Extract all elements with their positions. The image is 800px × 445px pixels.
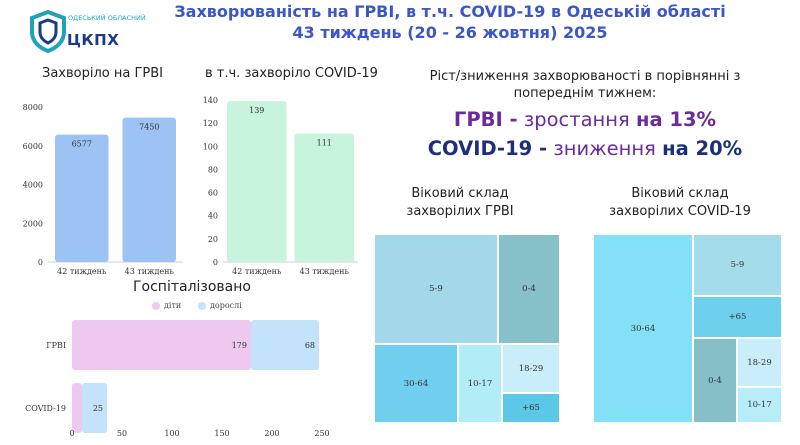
hospitalized-xtick-label: 100 (164, 429, 179, 438)
treemap-grvi-cell-65: +65 (502, 393, 560, 423)
treemap-covid-cell-0-4: 0-4 (693, 338, 737, 423)
hospitalized-xtick-label: 150 (214, 429, 229, 438)
treemap-grvi-cell-18-29: 18-29 (502, 344, 560, 393)
logo-org-name: ОДЕСЬКИЙ ОБЛАСНИЙ (68, 14, 146, 22)
covid-chart-title: в т.ч. захворіло COVID-19 (205, 66, 378, 81)
covid-chart-bar (227, 101, 287, 263)
covid-chart-ytick-label: 0 (213, 258, 218, 267)
trend-covid-amount: на 20% (662, 137, 743, 160)
hospitalized-xtick-label: 200 (264, 429, 279, 438)
treemap-grvi-title-line2: захворілих ГРВІ (406, 204, 514, 219)
grvi-chart-xtick-label: 42 тиждень (57, 267, 107, 276)
grvi-chart-ytick-label: 4000 (23, 181, 43, 190)
hospitalized-title: Госпіталізовано (133, 279, 251, 295)
hospitalized-data-label: 179 (232, 341, 247, 350)
covid-chart-data-label: 111 (317, 139, 332, 148)
legend-children-swatch (152, 301, 160, 310)
covid-chart-xtick-label: 43 тиждень (300, 267, 350, 276)
treemap-grvi-cell-0-4: 0-4 (498, 234, 560, 344)
logo-name: ЦКПХ (67, 31, 120, 49)
legend-adults-swatch (198, 301, 206, 310)
page-subtitle: 43 тиждень (20 - 26 жовтня) 2025 (292, 23, 608, 42)
treemap-covid-title-line1: Віковий склад (631, 186, 729, 201)
trend-subtitle-line2: попереднім тижнем: (513, 86, 657, 101)
grvi-chart-title: Захворіло на ГРВІ (42, 66, 163, 81)
trend-covid-direction: зниження (553, 137, 656, 160)
grvi-chart-ytick-label: 8000 (23, 103, 43, 112)
hospitalized-xtick-label: 0 (69, 429, 74, 438)
trend-subtitle-line1: Ріст/зниження захворюваності в порівнянн… (429, 69, 741, 84)
treemap-grvi-cell-5-9: 5-9 (374, 234, 498, 344)
legend-children-label: діти (164, 301, 182, 310)
grvi-chart-ytick-label: 0 (38, 258, 43, 267)
grvi-chart-bar (55, 134, 109, 262)
trend-covid: COVID-19 - зниження на 20% (395, 137, 775, 160)
covid-chart-ytick-label: 100 (203, 142, 218, 151)
treemap-covid-cell-10-17: 10-17 (737, 387, 782, 423)
covid-chart-ytick-label: 60 (208, 189, 218, 198)
treemap-covid-title-line2: захворілих COVID-19 (609, 204, 751, 219)
page-title: Захворюваність на ГРВІ, в т.ч. COVID-19 … (174, 2, 726, 21)
trend-grvi: ГРВІ - зростання на 13% (395, 108, 775, 131)
treemap-grvi-title-line1: Віковий склад (411, 186, 509, 201)
grvi-chart-ytick-label: 6000 (23, 142, 43, 151)
hospitalized-xtick-label: 250 (314, 429, 329, 438)
grvi-chart-data-label: 7450 (139, 123, 159, 132)
grvi-chart-data-label: 6577 (72, 140, 92, 149)
covid-chart-bar (294, 133, 354, 262)
grvi-chart-bar (122, 117, 176, 262)
trend-grvi-direction: зростання (523, 108, 630, 131)
hospitalized-category-label: COVID-19 (25, 404, 66, 413)
trend-grvi-label: ГРВІ - (453, 108, 518, 131)
covid-chart-ytick-label: 120 (203, 119, 218, 128)
treemap-covid-cell-18-29: 18-29 (737, 338, 782, 387)
grvi-chart-xtick-label: 43 тиждень (125, 267, 175, 276)
legend-adults: дорослі (198, 301, 242, 310)
treemap-covid-cell-65: +65 (693, 296, 782, 338)
hospitalized-bar-adults (251, 320, 319, 370)
covid-chart-ytick-label: 80 (208, 165, 218, 174)
covid-chart-ytick-label: 20 (208, 235, 218, 244)
covid-bar-chart: 0 20 40 60 80 100 120 140 139 42 тиждень 111 43 тиж… (203, 96, 358, 276)
trend-covid-label: COVID-19 - (427, 137, 548, 160)
covid-chart-xtick-label: 42 тиждень (232, 267, 282, 276)
treemap-grvi-cell-10-17: 10-17 (458, 344, 502, 423)
covid-chart-data-label: 139 (249, 106, 264, 115)
shield-logo-icon (30, 9, 66, 54)
hospitalized-category-label: ГРВІ (46, 341, 66, 350)
treemap-covid-title: Віковий склад захворілих COVID-19 (595, 185, 765, 221)
covid-chart-ytick-label: 40 (208, 212, 218, 221)
hospitalized-data-label: 68 (305, 341, 315, 350)
legend-children: діти (152, 301, 181, 310)
hospitalized-data-label: 25 (93, 404, 103, 413)
trend-grvi-amount: на 13% (635, 108, 717, 131)
logo (28, 9, 128, 54)
hospitalized-bar-adults (82, 383, 107, 433)
treemap-covid-cell-5-9: 5-9 (693, 234, 782, 296)
treemap-grvi-title: Віковий склад захворілих ГРВІ (375, 185, 545, 221)
legend-adults-label: дорослі (210, 301, 242, 310)
treemap-grvi-cell-30-64: 30-64 (374, 344, 458, 423)
hospitalized-bar-children (72, 383, 82, 433)
grvi-bar-chart: 0 2000 4000 6000 8000 6577 42 тиждень 7450 43 ти… (23, 103, 183, 276)
treemap-covid-cell-30-64: 30-64 (593, 234, 693, 423)
hospitalized-xtick-label: 50 (117, 429, 127, 438)
grvi-chart-ytick-label: 2000 (23, 219, 43, 228)
covid-chart-ytick-label: 140 (203, 96, 218, 105)
hospitalized-bar-children (72, 320, 251, 370)
